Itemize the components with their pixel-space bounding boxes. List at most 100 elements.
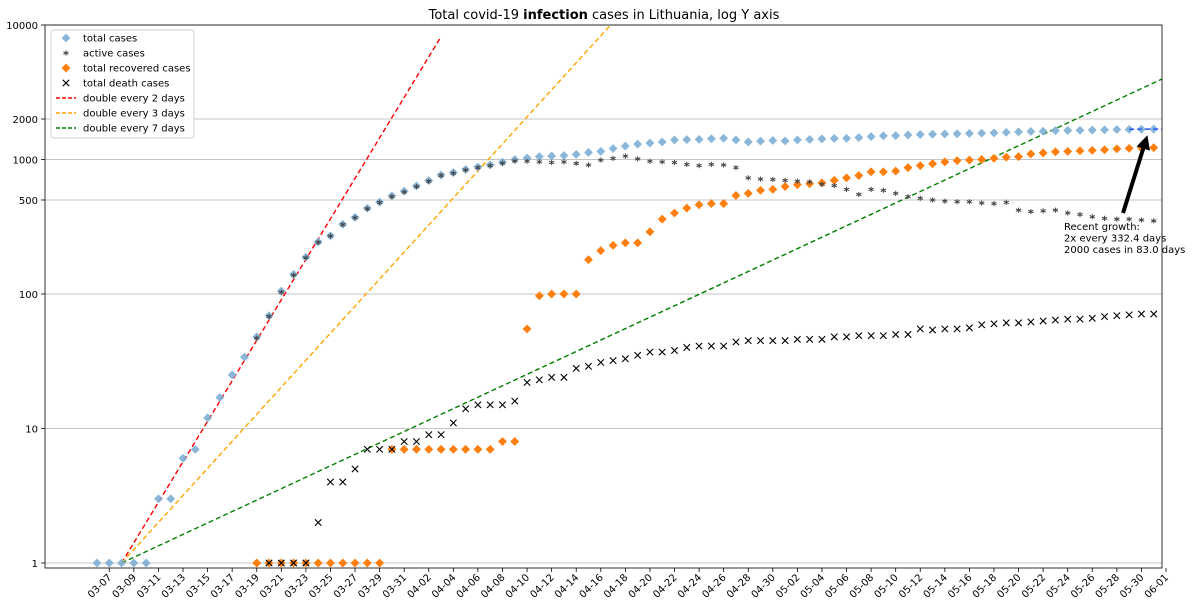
star-marker bbox=[806, 179, 813, 185]
diamond-marker bbox=[1087, 145, 1097, 155]
x-tick-label: 05-10 bbox=[872, 572, 900, 600]
diamond-marker bbox=[596, 246, 606, 256]
star-marker bbox=[536, 159, 543, 165]
x-tick-label: 03-29 bbox=[356, 572, 384, 600]
diamond-marker bbox=[448, 444, 458, 454]
diamond-marker bbox=[1063, 125, 1073, 136]
diamond-marker bbox=[1075, 125, 1085, 135]
x-tick-label: 05-12 bbox=[897, 572, 925, 600]
diamond-marker bbox=[768, 184, 778, 194]
diamond-marker bbox=[61, 33, 71, 43]
diamond-marker bbox=[350, 558, 360, 568]
diamond-marker bbox=[841, 173, 852, 183]
annotation-text-line: 2x every 332.4 days bbox=[1064, 234, 1166, 245]
diamond-marker bbox=[854, 170, 864, 181]
diamond-marker bbox=[940, 129, 950, 139]
star-marker bbox=[733, 165, 739, 171]
star-marker bbox=[671, 159, 678, 166]
x-marker bbox=[695, 342, 703, 350]
x-marker bbox=[842, 333, 851, 341]
x-marker bbox=[388, 445, 396, 453]
x-tick-label: 03-07 bbox=[86, 572, 114, 600]
x-tick-label: 05-02 bbox=[774, 572, 802, 600]
x-tick-label: 04-08 bbox=[479, 572, 507, 600]
x-marker bbox=[1137, 310, 1146, 318]
x-tick-label: 05-24 bbox=[1044, 572, 1072, 600]
x-tick-label: 05-08 bbox=[848, 572, 876, 600]
x-marker bbox=[1051, 316, 1059, 324]
star-marker bbox=[438, 172, 444, 179]
star-marker bbox=[683, 161, 690, 167]
diamond-marker bbox=[755, 136, 766, 146]
diamond-marker bbox=[977, 154, 987, 165]
legend-label: total recovered cases bbox=[83, 64, 191, 75]
x-tick-label: 04-26 bbox=[700, 572, 728, 600]
x-tick-label: 03-09 bbox=[111, 572, 139, 600]
diamond-marker bbox=[891, 166, 901, 176]
x-tick-label: 04-28 bbox=[725, 572, 753, 600]
x-marker bbox=[326, 478, 335, 486]
diamond-marker bbox=[522, 324, 532, 334]
diamond-marker bbox=[952, 156, 962, 166]
diamond-marker bbox=[1112, 124, 1122, 135]
x-marker bbox=[265, 559, 273, 567]
x-marker bbox=[879, 332, 887, 340]
y-tick-label: 2000 bbox=[13, 115, 38, 126]
star-marker bbox=[622, 153, 629, 159]
star-marker bbox=[1064, 210, 1071, 216]
diamond-marker bbox=[1001, 152, 1011, 162]
diamond-marker bbox=[1124, 124, 1134, 134]
x-tick-label: 04-06 bbox=[455, 572, 483, 600]
diamond-marker bbox=[1161, 128, 1162, 130]
star-marker bbox=[413, 183, 420, 190]
x-tick-label: 03-17 bbox=[209, 572, 237, 600]
diamond-marker bbox=[964, 155, 974, 165]
star-marker bbox=[696, 163, 702, 169]
diamond-marker bbox=[743, 137, 753, 147]
x-tick-label: 05-04 bbox=[799, 572, 827, 600]
diamond-marker bbox=[682, 203, 692, 213]
x-marker bbox=[290, 559, 298, 567]
star-marker bbox=[1126, 216, 1132, 222]
x-marker bbox=[351, 465, 359, 473]
diamond-marker bbox=[694, 134, 704, 144]
diamond-marker bbox=[153, 494, 163, 504]
diamond-marker bbox=[866, 167, 876, 177]
x-marker bbox=[376, 445, 384, 453]
x-tick-label: 04-22 bbox=[651, 572, 679, 600]
star-marker bbox=[966, 199, 973, 205]
x-marker bbox=[412, 437, 421, 446]
star-marker bbox=[610, 155, 616, 161]
diamond-marker bbox=[227, 370, 237, 380]
star-marker bbox=[794, 178, 801, 184]
diamond-marker bbox=[657, 137, 667, 147]
diamond-marker bbox=[989, 153, 999, 163]
x-tick-label: 05-14 bbox=[922, 572, 950, 600]
star-marker bbox=[659, 159, 666, 165]
diamond-marker bbox=[866, 132, 876, 142]
diamond-marker bbox=[510, 436, 520, 447]
diamond-marker bbox=[829, 133, 839, 144]
x-marker bbox=[756, 337, 765, 345]
diamond-marker bbox=[399, 444, 409, 454]
diamond-marker bbox=[903, 130, 913, 140]
x-marker bbox=[867, 332, 875, 340]
x-marker bbox=[1125, 311, 1133, 319]
star-marker bbox=[782, 177, 788, 183]
star-marker bbox=[1150, 218, 1157, 224]
star-marker bbox=[597, 157, 604, 163]
star-marker bbox=[954, 199, 960, 205]
x-marker bbox=[449, 419, 457, 427]
legend-label: active cases bbox=[83, 49, 145, 60]
x-marker bbox=[1014, 319, 1023, 327]
annotation-arrow-head bbox=[1136, 135, 1150, 151]
chart-title-prefix: Total covid-19 bbox=[428, 8, 524, 23]
x-marker bbox=[437, 431, 445, 439]
diamond-marker bbox=[657, 214, 667, 224]
x-marker bbox=[339, 478, 347, 486]
diamond-marker bbox=[583, 147, 594, 158]
trend-line bbox=[120, 36, 442, 564]
diamond-marker bbox=[1013, 152, 1024, 162]
diamond-marker bbox=[719, 133, 729, 143]
